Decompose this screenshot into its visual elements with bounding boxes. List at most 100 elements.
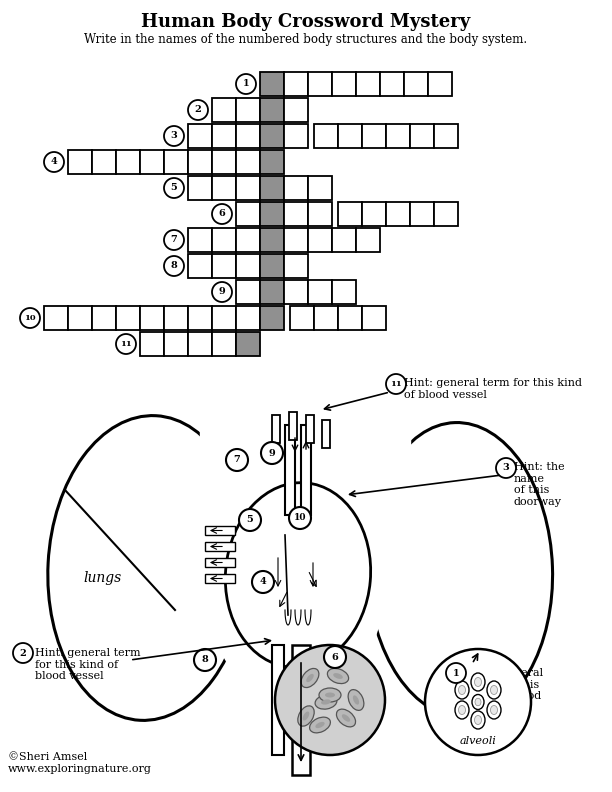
Bar (301, 425, 311, 515)
Ellipse shape (367, 423, 553, 718)
Text: 2: 2 (20, 649, 26, 657)
Bar (116, 306, 140, 330)
Ellipse shape (474, 715, 482, 725)
Bar (212, 228, 236, 252)
Bar (92, 150, 116, 174)
Bar (188, 306, 212, 330)
Bar (285, 425, 295, 515)
Text: alveoli: alveoli (460, 736, 496, 746)
Bar (236, 306, 260, 330)
Circle shape (425, 649, 531, 755)
Bar (164, 150, 188, 174)
Bar (164, 332, 188, 356)
Text: Hint: general term for this kind
of blood vessel: Hint: general term for this kind of bloo… (404, 378, 582, 400)
Ellipse shape (325, 692, 335, 698)
Text: 5: 5 (247, 516, 253, 524)
Bar (140, 150, 164, 174)
Text: 2: 2 (195, 105, 201, 115)
Text: 11: 11 (120, 340, 132, 348)
Bar (284, 98, 308, 122)
Ellipse shape (327, 668, 349, 683)
Text: 10: 10 (24, 314, 36, 322)
Bar (92, 306, 116, 330)
Bar (205, 526, 235, 535)
Ellipse shape (342, 714, 350, 722)
Bar (284, 254, 308, 278)
Bar (205, 574, 235, 583)
Bar (236, 98, 260, 122)
Bar (434, 202, 458, 226)
Bar (236, 332, 260, 356)
Ellipse shape (315, 722, 324, 728)
Bar (356, 228, 380, 252)
Bar (338, 124, 362, 148)
Text: 3: 3 (502, 463, 509, 473)
Bar (314, 306, 338, 330)
Bar (260, 124, 284, 148)
Bar (212, 306, 236, 330)
Ellipse shape (200, 400, 390, 710)
Bar (205, 558, 235, 567)
Bar (236, 202, 260, 226)
Circle shape (226, 449, 248, 471)
Bar (260, 98, 284, 122)
Bar (236, 176, 260, 200)
Ellipse shape (490, 706, 498, 714)
Ellipse shape (310, 717, 330, 733)
Circle shape (239, 509, 261, 531)
Circle shape (324, 646, 346, 668)
Bar (410, 202, 434, 226)
Text: 11: 11 (390, 380, 402, 388)
Bar (284, 202, 308, 226)
Circle shape (194, 649, 216, 671)
Ellipse shape (458, 686, 466, 695)
Ellipse shape (458, 706, 466, 714)
Text: 6: 6 (332, 653, 338, 661)
Bar (205, 542, 235, 551)
Ellipse shape (472, 695, 484, 710)
Bar (428, 72, 452, 96)
Bar (284, 228, 308, 252)
Text: 9: 9 (269, 448, 275, 458)
Bar (292, 645, 310, 775)
Bar (260, 202, 284, 226)
Bar (338, 306, 362, 330)
Text: Hint: general
term for this
kind of blood
vessel: Hint: general term for this kind of bloo… (468, 668, 543, 713)
Text: 3: 3 (171, 131, 177, 140)
Bar (308, 280, 332, 304)
Bar (284, 280, 308, 304)
Bar (188, 332, 212, 356)
Ellipse shape (455, 701, 469, 719)
Bar (188, 228, 212, 252)
Text: Hint: the
name
of this
doorway: Hint: the name of this doorway (514, 462, 565, 507)
Text: ©Sheri Amsel
www.exploringnature.org: ©Sheri Amsel www.exploringnature.org (8, 752, 152, 774)
Circle shape (386, 374, 406, 394)
Bar (188, 150, 212, 174)
Ellipse shape (225, 482, 371, 668)
Ellipse shape (487, 681, 501, 699)
Ellipse shape (303, 711, 309, 721)
Ellipse shape (348, 690, 364, 710)
Bar (332, 280, 356, 304)
Text: Write in the names of the numbered body structures and the body system.: Write in the names of the numbered body … (84, 33, 528, 47)
Circle shape (275, 645, 385, 755)
Bar (236, 228, 260, 252)
Bar (212, 332, 236, 356)
Bar (116, 150, 140, 174)
Bar (362, 202, 386, 226)
Text: 7: 7 (171, 235, 177, 245)
Ellipse shape (474, 677, 482, 687)
Text: lungs: lungs (84, 571, 122, 585)
Bar (212, 124, 236, 148)
Bar (236, 150, 260, 174)
Text: Hint: general term
for this kind of
blood vessel: Hint: general term for this kind of bloo… (35, 648, 141, 681)
Bar (212, 150, 236, 174)
Ellipse shape (298, 706, 314, 726)
Bar (212, 98, 236, 122)
Text: 6: 6 (218, 210, 225, 219)
Bar (236, 124, 260, 148)
Bar (140, 306, 164, 330)
Ellipse shape (471, 673, 485, 691)
Bar (362, 306, 386, 330)
Bar (306, 415, 314, 443)
